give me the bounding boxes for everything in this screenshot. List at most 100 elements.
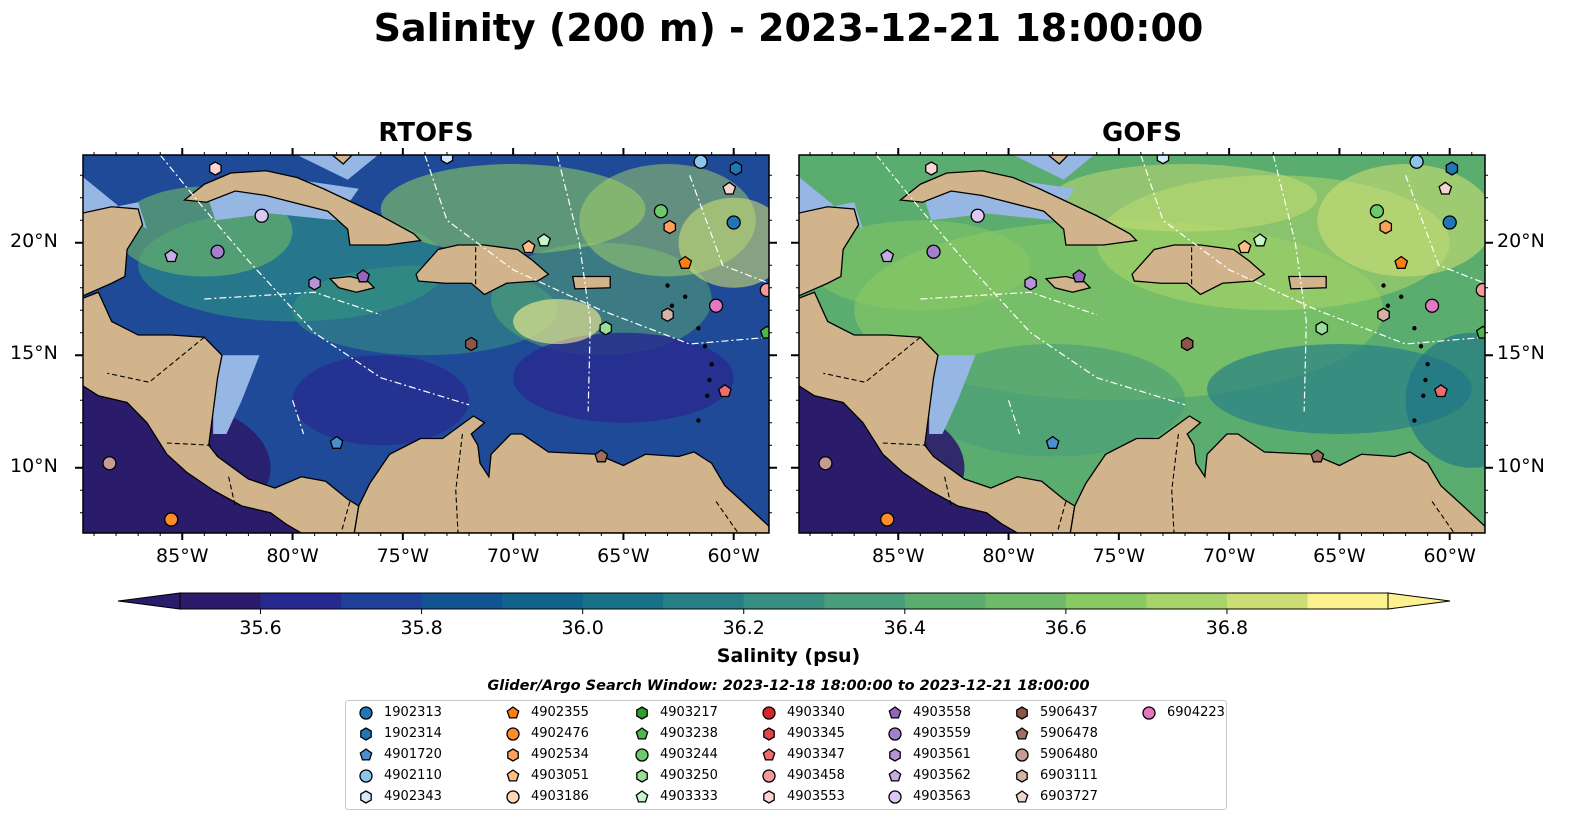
legend-marker-6903111 bbox=[1016, 768, 1028, 783]
map-marker-4903558 bbox=[1072, 269, 1087, 283]
map-marker-6903727 bbox=[1438, 181, 1453, 195]
legend-item-label: 4903345 bbox=[787, 726, 845, 741]
map-marker-4903244 bbox=[653, 204, 669, 219]
legend-item-label: 4903562 bbox=[913, 768, 971, 783]
legend-marker-1902314 bbox=[360, 726, 372, 741]
legend-item-4903559: 4903559 bbox=[887, 723, 971, 744]
legend-item-label: 4903347 bbox=[787, 747, 845, 762]
legend-marker-1902313 bbox=[359, 705, 373, 720]
legend-item-label: 5906478 bbox=[1040, 726, 1098, 741]
pentagon-marker-icon bbox=[359, 747, 373, 761]
legend-item-1902314: 1902314 bbox=[358, 723, 442, 744]
pentagon-marker-icon bbox=[1015, 789, 1029, 803]
legend-marker-4903563 bbox=[888, 789, 902, 804]
legend-item-label: 4903458 bbox=[787, 768, 845, 783]
legend-item-5906478: 5906478 bbox=[1014, 723, 1098, 744]
circle-marker-icon bbox=[635, 747, 649, 762]
legend-marker-5906480 bbox=[1015, 747, 1029, 762]
legend-item-label: 4903340 bbox=[787, 705, 845, 720]
legend-item-label: 6904223 bbox=[1167, 705, 1225, 720]
legend-item-label: 4903186 bbox=[531, 789, 589, 804]
figure-title: Salinity (200 m) - 2023-12-21 18:00:00 bbox=[373, 6, 1204, 50]
colorbar-bin bbox=[341, 593, 423, 609]
legend-item-label: 5906437 bbox=[1040, 705, 1098, 720]
pentagon-marker-icon bbox=[888, 768, 902, 782]
hexagon-marker-icon bbox=[636, 768, 648, 783]
map-marker-4902476 bbox=[164, 512, 179, 527]
map-marker-4903238 bbox=[1475, 325, 1485, 339]
map-marker-1902313 bbox=[726, 215, 741, 230]
lon-tick-label: 60°W bbox=[707, 545, 760, 567]
hexagon-marker-icon bbox=[1016, 705, 1028, 720]
lon-tick-label: 75°W bbox=[1092, 545, 1146, 567]
land-hispaniola bbox=[415, 244, 550, 296]
colorbar-tick-label: 35.6 bbox=[239, 617, 282, 639]
circle-marker-icon bbox=[359, 768, 373, 783]
map-panels bbox=[75, 148, 1497, 540]
map-marker-4903347 bbox=[717, 384, 732, 398]
lat-tick-label-right: 10°N bbox=[1497, 454, 1545, 477]
map-marker-4902534 bbox=[1379, 219, 1393, 235]
legend-item-4902343: 4902343 bbox=[358, 786, 442, 807]
map-marker-1902314 bbox=[1445, 161, 1459, 176]
land-yucatan bbox=[799, 206, 860, 297]
legend-item-4903244: 4903244 bbox=[634, 744, 718, 765]
colorbar-tick-label: 36.0 bbox=[561, 617, 604, 639]
map-marker-4903333 bbox=[537, 233, 551, 247]
map-marker-5906480 bbox=[818, 456, 833, 471]
map-marker-4903563 bbox=[970, 208, 985, 223]
hexagon-marker-icon bbox=[889, 747, 901, 762]
map-marker-4902355 bbox=[1394, 255, 1409, 269]
legend-item-4903347: 4903347 bbox=[761, 744, 845, 765]
panel-title-gofs: GOFS bbox=[1102, 118, 1182, 148]
hexagon-marker-icon bbox=[763, 726, 775, 741]
legend-marker-4902534 bbox=[507, 747, 519, 762]
map-marker-4903250 bbox=[1315, 321, 1329, 336]
map-marker-4903561 bbox=[1024, 276, 1037, 291]
map-marker-5906478 bbox=[1310, 449, 1325, 463]
pentagon-marker-icon bbox=[506, 768, 520, 782]
circle-marker-icon bbox=[888, 789, 902, 804]
lon-tick-label: 85°W bbox=[872, 545, 925, 567]
legend-marker-4902355 bbox=[506, 705, 520, 719]
land-bahamas bbox=[1047, 155, 1070, 165]
map-marker-4903238 bbox=[759, 325, 769, 339]
hexagon-marker-icon bbox=[507, 747, 519, 762]
legend-marker-4903558 bbox=[888, 705, 902, 719]
legend-marker-4903345 bbox=[763, 726, 775, 741]
legend-item-1902313: 1902313 bbox=[358, 702, 442, 723]
legend-marker-4903562 bbox=[888, 768, 902, 782]
legend-item-4903553: 4903553 bbox=[761, 786, 845, 807]
map-marker-4903553 bbox=[209, 161, 222, 176]
lon-tick-label: 80°W bbox=[982, 545, 1035, 567]
legend-item-4903458: 4903458 bbox=[761, 765, 845, 786]
legend-item-label: 4903217 bbox=[660, 705, 718, 720]
legend-item-4903563: 4903563 bbox=[887, 786, 971, 807]
legend: 1902313 1902314 4901720 4902110 4902343 49023… bbox=[345, 700, 1227, 810]
legend-marker-4903347 bbox=[762, 747, 776, 761]
hexagon-marker-icon bbox=[763, 789, 775, 804]
colorbar-tick-label: 36.6 bbox=[1044, 617, 1088, 639]
map-marker-4903217 bbox=[1486, 266, 1497, 279]
map-panel-rtofs bbox=[75, 148, 777, 540]
map-marker-4902343 bbox=[440, 155, 454, 165]
colorbar-extend-low bbox=[117, 592, 181, 610]
map-marker-4901720 bbox=[329, 435, 344, 449]
colorbar-tick-label: 36.4 bbox=[883, 617, 926, 639]
colorbar-bin bbox=[663, 593, 745, 609]
map-marker-4903347 bbox=[1433, 384, 1448, 398]
map-marker-4903186 bbox=[799, 476, 800, 482]
lon-tick-label: 65°W bbox=[597, 545, 650, 567]
map-marker-1902313 bbox=[1442, 215, 1457, 230]
colorbar-bin bbox=[260, 593, 342, 609]
legend-item-label: 4903559 bbox=[913, 726, 971, 741]
circle-marker-icon bbox=[888, 726, 902, 741]
land-yucatan bbox=[83, 206, 144, 297]
legend-item-4902355: 4902355 bbox=[505, 702, 589, 723]
legend-marker-5906437 bbox=[1016, 705, 1028, 720]
pentagon-marker-icon bbox=[888, 705, 902, 719]
map-marker-4903559 bbox=[926, 244, 941, 259]
lat-tick-label-right: 20°N bbox=[1497, 229, 1545, 252]
lat-tick-label-right: 15°N bbox=[1497, 342, 1545, 365]
legend-marker-4903458 bbox=[762, 768, 776, 783]
